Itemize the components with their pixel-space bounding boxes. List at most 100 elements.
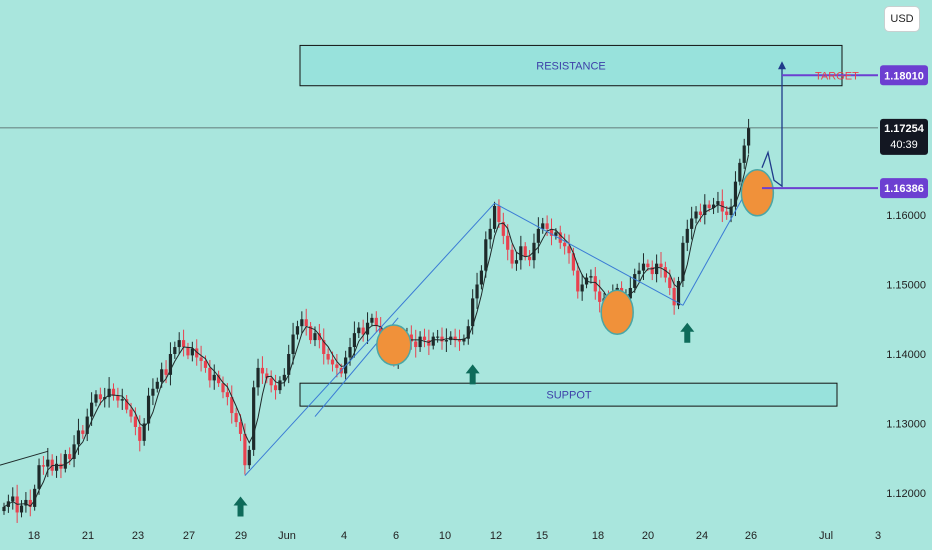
bear-candle — [567, 246, 571, 254]
target-price: 1.18010 — [884, 70, 924, 82]
bull-candle — [291, 334, 295, 354]
candle-countdown: 40:39 — [890, 139, 918, 151]
bull-candle — [72, 444, 76, 459]
entry-price-tag: 1.16386 — [880, 178, 928, 199]
bull-candle — [120, 399, 124, 401]
bear-candle — [59, 463, 63, 469]
bear-candle — [133, 416, 137, 427]
bull-candle — [142, 423, 146, 441]
bull-candle — [685, 228, 689, 243]
bull-candle — [690, 218, 694, 229]
bull-candle — [33, 488, 37, 507]
support-zone — [299, 382, 838, 407]
bull-candle — [519, 246, 523, 261]
bull-candle — [418, 336, 422, 348]
bull-candle — [76, 430, 81, 445]
x-tick-label: 24 — [696, 530, 708, 542]
bear-candle — [81, 430, 85, 434]
bear-candle — [335, 364, 339, 368]
x-tick-label: 26 — [745, 530, 757, 542]
bear-candle — [217, 374, 221, 384]
bear-candle — [650, 267, 654, 275]
bear-candle — [453, 336, 457, 341]
bear-candle — [129, 409, 133, 417]
bull-candle — [676, 281, 681, 306]
bull-candle — [637, 270, 641, 275]
x-tick-label: 4 — [341, 530, 347, 542]
bull-candle — [580, 284, 584, 292]
support-label: SUPPOT — [546, 390, 592, 402]
bear-candle — [698, 211, 703, 215]
bear-candle — [225, 392, 229, 398]
bear-candle — [41, 465, 46, 467]
bear-candle — [422, 336, 427, 341]
bull-candle — [475, 284, 479, 299]
target-arrow-path — [761, 67, 783, 188]
bear-candle — [208, 367, 212, 381]
up-arrow-icon — [680, 322, 695, 343]
bear-candle — [497, 205, 501, 222]
highlight-marker — [740, 169, 775, 217]
bull-candle — [492, 205, 497, 229]
x-tick-label: 23 — [132, 530, 144, 542]
bull-candle — [436, 336, 440, 338]
bear-candle — [672, 287, 676, 306]
bear-candle — [164, 369, 168, 375]
bull-candle — [716, 201, 720, 205]
price-axis: 1.16000 1.15000 1.14000 1.13000 1.12000 — [886, 210, 926, 500]
currency-button[interactable]: USD — [884, 6, 920, 32]
bear-candle — [659, 263, 663, 268]
bear-candle — [593, 276, 597, 292]
trendline — [682, 186, 750, 306]
bear-candle — [668, 277, 672, 288]
bull-candle — [94, 394, 98, 403]
trendline — [0, 450, 48, 466]
bull-candle — [431, 336, 435, 346]
target-arrowhead — [778, 61, 786, 70]
bear-candle — [663, 267, 667, 278]
bear-candle — [68, 454, 72, 459]
x-tick-label: 6 — [393, 530, 399, 542]
bear-candle — [111, 388, 116, 396]
x-tick-label: 12 — [490, 530, 502, 542]
bull-candle — [738, 162, 742, 182]
bull-candle — [479, 270, 484, 285]
highlight-marker — [376, 324, 412, 366]
bull-candle — [37, 465, 41, 489]
bear-candle — [558, 232, 562, 243]
bear-candle — [234, 413, 238, 423]
bull-candle — [212, 374, 216, 381]
bull-candle — [278, 380, 282, 391]
bull-candle — [177, 340, 181, 348]
bear-candle — [195, 348, 199, 358]
y-tick-label: 1.13000 — [886, 419, 926, 431]
bull-candle — [190, 348, 194, 356]
bull-candle — [155, 381, 159, 389]
x-tick-label: Jun — [278, 530, 296, 542]
x-tick-label: 3 — [875, 530, 881, 542]
bear-candle — [98, 394, 102, 400]
x-tick-label: Jul — [819, 530, 833, 542]
bull-candle — [247, 449, 251, 466]
bear-candle — [125, 399, 129, 410]
target-label: TARGET — [815, 70, 859, 82]
bull-candle — [357, 327, 361, 334]
bear-candle — [414, 341, 418, 348]
bull-candle — [641, 263, 646, 271]
bull-candle — [703, 204, 707, 215]
bear-candle — [707, 204, 711, 209]
bear-candle — [523, 246, 527, 257]
x-tick-label: 10 — [439, 530, 451, 542]
trendline — [494, 202, 684, 306]
bear-candle — [409, 334, 413, 342]
bull-candle — [313, 333, 317, 341]
bull-candle — [151, 388, 155, 396]
bear-candle — [309, 326, 313, 341]
bull-candle — [173, 347, 177, 354]
bull-candle — [488, 228, 492, 240]
bull-candle — [444, 340, 448, 342]
bear-candle — [549, 228, 554, 236]
x-tick-label: 29 — [235, 530, 247, 542]
